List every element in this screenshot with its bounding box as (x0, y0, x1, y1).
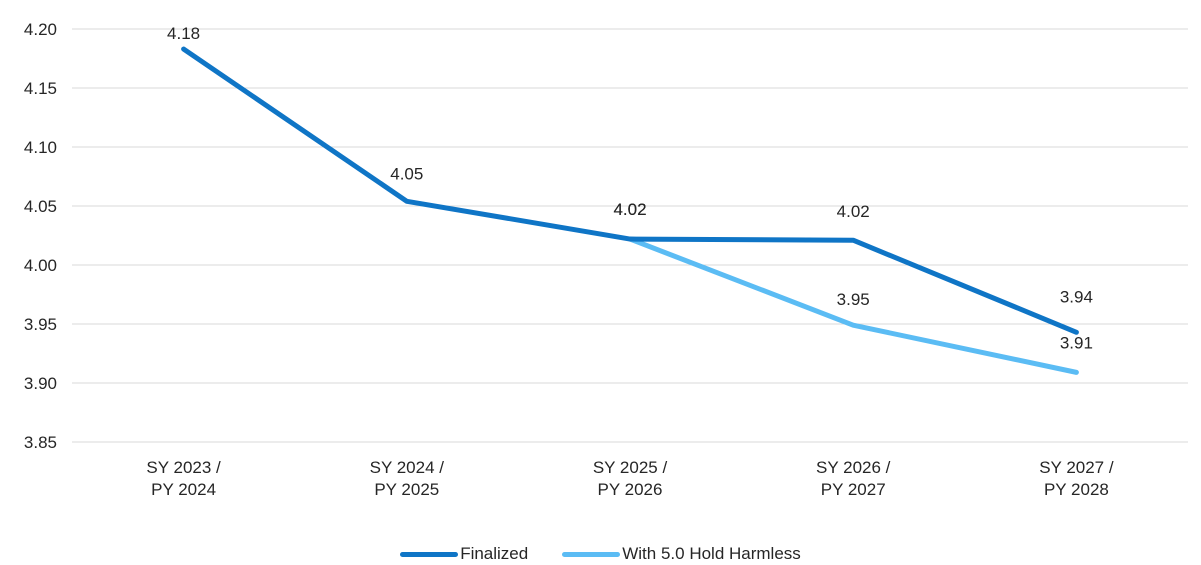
line-chart: 4.20 4.15 4.10 4.05 4.00 3.95 3.90 3.85 SY 2023… (24, 20, 1188, 499)
data-label: 4.05 (390, 164, 423, 183)
y-tick-label: 3.95 (24, 315, 57, 334)
legend: Finalized With 5.0 Hold Harmless (0, 543, 1201, 565)
series-lines (181, 46, 1079, 375)
x-tick-label: PY 2025 (374, 480, 439, 499)
y-tick-label: 4.05 (24, 197, 57, 216)
y-tick-label: 4.15 (24, 79, 57, 98)
y-tick-label: 4.00 (24, 256, 57, 275)
legend-label-hold-harmless: With 5.0 Hold Harmless (622, 544, 801, 563)
x-tick-label: SY 2026 / (816, 458, 891, 477)
x-tick-label: PY 2027 (821, 480, 886, 499)
y-tick-label: 4.10 (24, 138, 57, 157)
series-line-1 (627, 236, 1079, 375)
legend-label-finalized: Finalized (460, 544, 529, 563)
x-tick-label: SY 2023 / (146, 458, 221, 477)
data-label: 4.18 (167, 24, 200, 43)
x-tick-label: SY 2027 / (1039, 458, 1114, 477)
series-line-0 (181, 46, 1079, 335)
y-tick-label: 4.20 (24, 20, 57, 39)
x-tick-label: SY 2024 / (370, 458, 445, 477)
data-label: 3.91 (1060, 333, 1093, 352)
x-axis: SY 2023 / PY 2024 SY 2024 / PY 2025 SY 2025 … (146, 458, 1113, 499)
x-tick-label: PY 2026 (598, 480, 663, 499)
legend-swatch-finalized (400, 551, 459, 557)
gridlines (72, 28, 1188, 443)
x-tick-label: PY 2024 (151, 480, 216, 499)
legend-item-finalized: Finalized (400, 544, 528, 564)
data-label: 3.95 (837, 290, 870, 309)
y-tick-label: 3.90 (24, 374, 57, 393)
legend-swatch-hold-harmless (562, 551, 621, 557)
legend-item-hold-harmless: With 5.0 Hold Harmless (562, 544, 801, 564)
x-tick-label: PY 2028 (1044, 480, 1109, 499)
data-label: 4.02 (613, 200, 646, 219)
data-label: 3.94 (1060, 287, 1093, 306)
y-axis: 4.20 4.15 4.10 4.05 4.00 3.95 3.90 3.85 (24, 20, 57, 452)
x-tick-label: SY 2025 / (593, 458, 668, 477)
y-tick-label: 3.85 (24, 433, 57, 452)
data-label: 4.02 (613, 200, 646, 219)
data-label: 4.02 (837, 202, 870, 221)
data-labels: 4.184.054.02 4.023.944.023.953.91 (167, 24, 1093, 352)
